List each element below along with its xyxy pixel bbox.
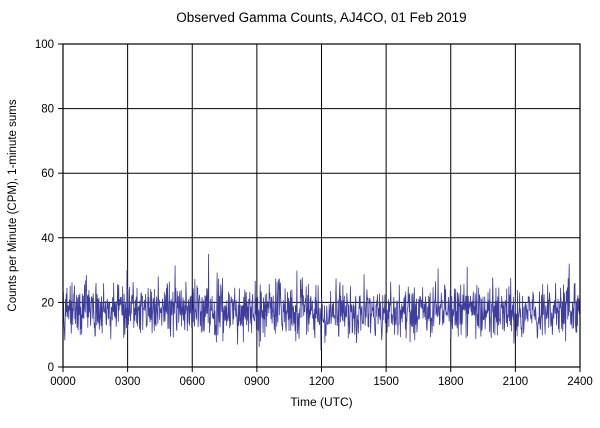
- x-tick-label: 0300: [115, 376, 141, 388]
- x-tick-label: 1800: [438, 376, 464, 388]
- plot-border: [62, 43, 581, 368]
- y-tick-label: 40: [41, 233, 54, 245]
- x-tick-label: 2400: [567, 376, 593, 388]
- chart-title: Observed Gamma Counts, AJ4CO, 01 Feb 201…: [176, 10, 467, 25]
- y-tick-label: 80: [41, 104, 54, 116]
- x-tick-label: 0600: [179, 376, 205, 388]
- y-tick-label: 0: [48, 362, 54, 374]
- x-tick-label: 1200: [309, 376, 335, 388]
- y-tick-label: 60: [41, 168, 54, 180]
- y-tick-label: 20: [41, 297, 54, 309]
- gamma-counts-series: [62, 253, 581, 351]
- x-tick-label: 2100: [503, 376, 529, 388]
- y-tick-label: 100: [35, 39, 54, 51]
- y-axis-label: Counts per Minute (CPM), 1-minute sums: [7, 99, 19, 311]
- x-tick-label: 0000: [50, 376, 76, 388]
- x-tick-label: 1500: [373, 376, 399, 388]
- x-axis-label: Time (UTC): [290, 395, 352, 409]
- x-tick-label: 0900: [244, 376, 270, 388]
